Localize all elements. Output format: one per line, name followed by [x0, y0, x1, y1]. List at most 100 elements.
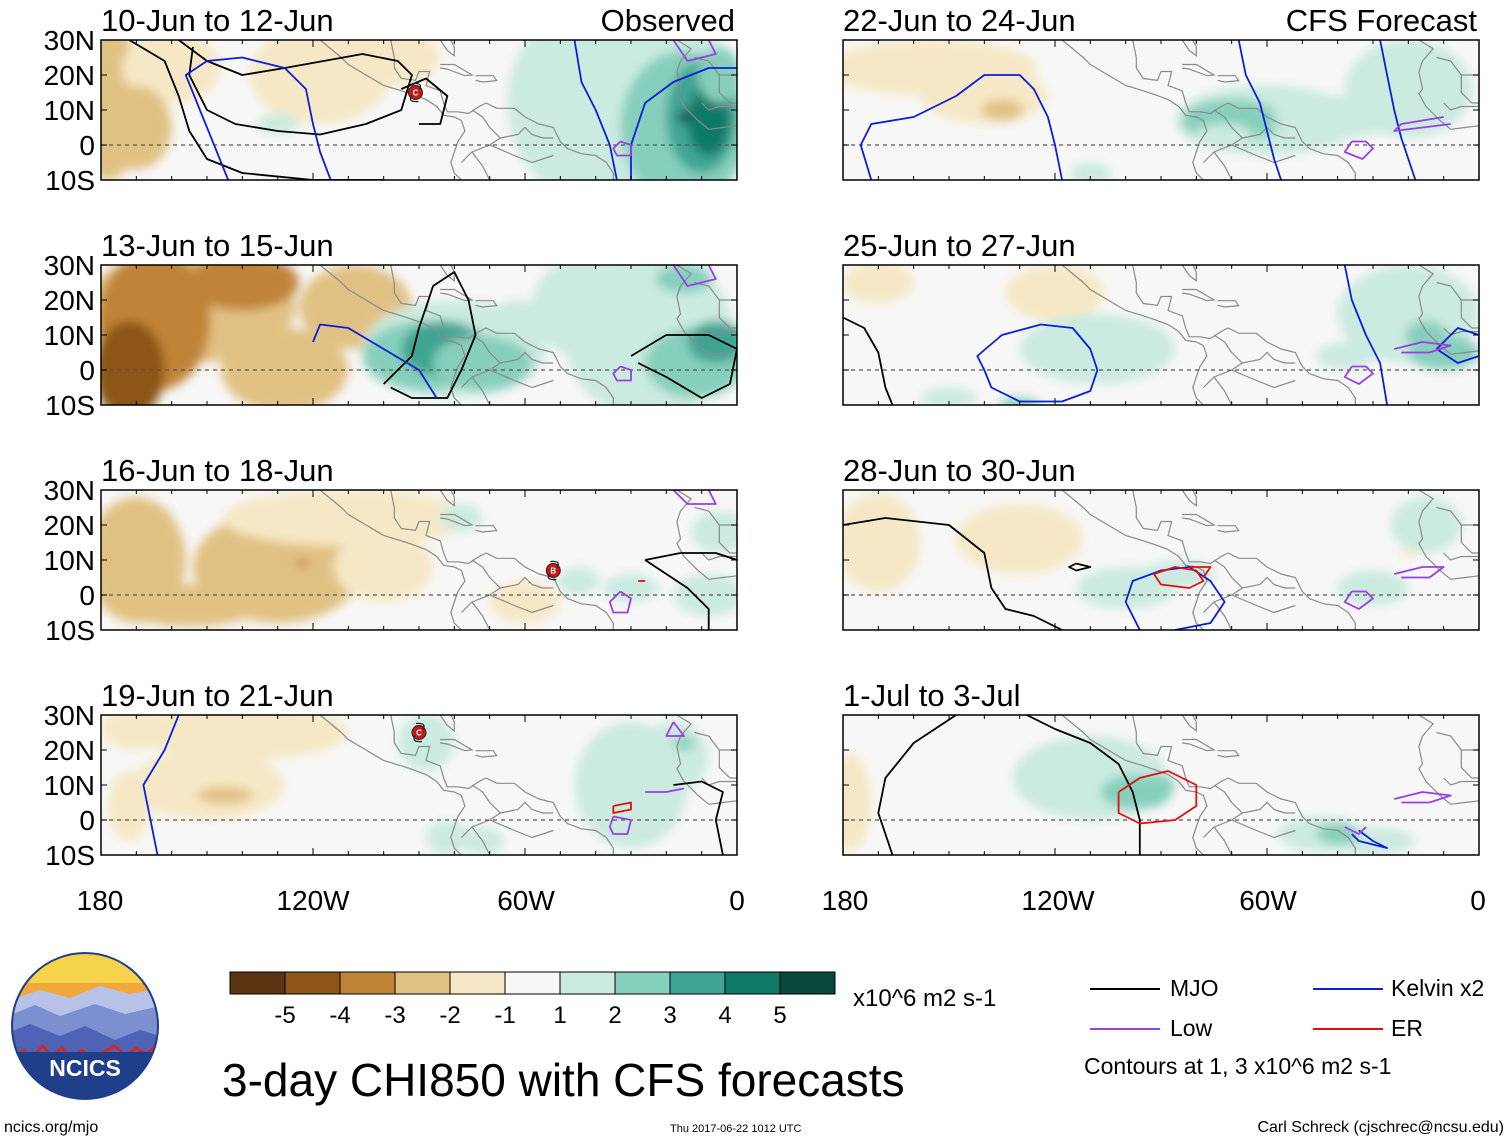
anomaly-blob [295, 560, 310, 567]
contour-er [1117, 770, 1198, 825]
storm-letter: B [550, 567, 556, 576]
map-panel: 22-Jun to 24-Jun CFS Forecast [842, 3, 1480, 181]
figure-title: 3-day CHI850 with CFS forecasts [222, 1054, 905, 1106]
y-tick-label: 10S [45, 840, 95, 871]
x-tick-label: 120W [276, 885, 350, 916]
contours [877, 715, 1452, 855]
x-tick-label: 60W [497, 885, 555, 916]
anomaly-blob [1069, 162, 1112, 180]
anomaly-blob [956, 504, 1084, 574]
contour-mjo [843, 517, 1063, 630]
coastline [701, 777, 737, 786]
y-tick-label: 20N [44, 735, 95, 766]
coastline [1061, 490, 1208, 630]
coastline [1460, 525, 1479, 554]
anomaly-blob [397, 715, 455, 771]
logo-text: NCICS [49, 1055, 121, 1081]
coastline [475, 300, 498, 308]
coastlines [319, 265, 737, 405]
panel-title: 28-Jun to 30-Jun [843, 453, 1076, 488]
contour-low [608, 590, 632, 614]
anomaly-blob [1019, 314, 1176, 384]
anomaly-blob [655, 265, 713, 293]
colorbar-swatch [229, 971, 286, 995]
coastline [1418, 746, 1479, 805]
coastline [1061, 715, 1208, 855]
anomaly-blob [101, 321, 165, 405]
coastline [439, 490, 455, 508]
contours [843, 517, 1445, 630]
coastline [489, 144, 554, 164]
coastline [390, 490, 614, 630]
contour-kel [859, 74, 1063, 180]
coastline [1242, 126, 1296, 139]
coastline [1213, 826, 1233, 855]
y-tick-label: 30N [44, 700, 95, 731]
coastline [475, 750, 498, 758]
storm-marker: C [407, 82, 423, 103]
y-tick-label: 10S [45, 615, 95, 646]
coastline [676, 521, 737, 580]
coastline [718, 750, 737, 779]
colorbar-tick-label: -3 [384, 1002, 405, 1029]
coastline [439, 265, 455, 283]
coastline [694, 506, 737, 526]
coastline [1217, 750, 1240, 758]
coastline [1132, 490, 1356, 630]
anomaly-blob [433, 335, 533, 391]
coastline [1436, 281, 1479, 301]
panel-title: 16-Jun to 18-Jun [101, 453, 334, 488]
anomaly-blob [185, 265, 299, 311]
panel-label: Observed [601, 3, 735, 38]
coastline [1418, 265, 1435, 297]
y-tick-label: 30N [44, 250, 95, 281]
colorbar-tick-label: 3 [663, 1002, 676, 1029]
coastline [471, 826, 491, 855]
contour-kel [1351, 829, 1388, 849]
coastlines [1061, 265, 1479, 405]
coastline [1217, 75, 1240, 83]
coastline [500, 126, 554, 139]
contour-kel [1237, 40, 1282, 180]
coastline [1182, 288, 1216, 302]
contour-low [608, 815, 632, 835]
contour-mjo [673, 780, 724, 855]
contour-mjo [1068, 562, 1092, 572]
coastline [1182, 738, 1216, 752]
anomaly-blob [1316, 342, 1373, 370]
coastline [1436, 506, 1479, 526]
map-panel: 1-Jul to 3-Jul [842, 678, 1480, 856]
anomaly-blob [440, 504, 483, 532]
coastline [694, 281, 737, 301]
contour-kel [976, 323, 1099, 403]
coastline [440, 513, 474, 527]
coastlines [319, 715, 737, 855]
contour-low [665, 721, 685, 737]
y-tick-label: 20N [44, 510, 95, 541]
contour-kel [142, 715, 180, 855]
coastline [500, 801, 554, 814]
coastline [1061, 40, 1208, 180]
coastline [1231, 819, 1296, 839]
storm-marker: B [545, 560, 561, 581]
coastline [439, 40, 455, 58]
x-tick-label: 0 [1470, 885, 1486, 916]
coastline [439, 715, 455, 733]
contour-kel [1435, 327, 1479, 364]
anomaly-blob [843, 753, 872, 852]
coastline [718, 525, 737, 554]
coastline [440, 738, 474, 752]
coastline [676, 265, 693, 297]
coastlines [1061, 40, 1479, 180]
coastline [1217, 525, 1240, 533]
coastline [471, 376, 491, 405]
coastline [694, 731, 737, 751]
contour-kel [312, 323, 438, 399]
contour-kel [184, 56, 332, 180]
contour-mjo [178, 40, 413, 136]
colorbar-tick-label: -5 [274, 1002, 295, 1029]
anomaly-blob [687, 85, 730, 156]
coastline [1436, 731, 1479, 751]
coastline [676, 746, 737, 805]
